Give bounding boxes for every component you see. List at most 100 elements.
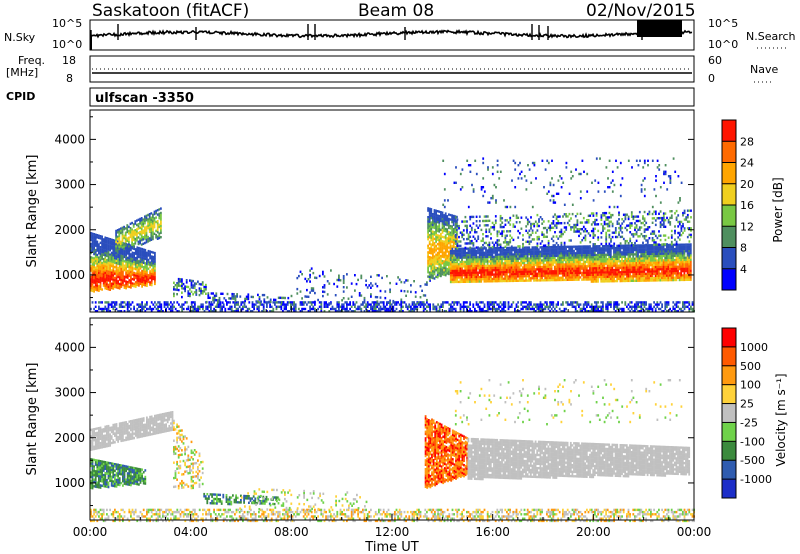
data-cell [400, 280, 403, 284]
data-cell [90, 236, 92, 239]
data-cell [489, 271, 492, 274]
data-cell [515, 266, 518, 269]
data-cell [160, 225, 162, 228]
data-cell [416, 305, 419, 308]
data-cell [428, 225, 431, 228]
data-cell [545, 250, 548, 253]
data-cell [208, 310, 211, 313]
data-cell [654, 250, 657, 253]
data-cell [664, 268, 667, 271]
data-cell [513, 266, 516, 269]
data-cell [118, 263, 121, 266]
data-cell [501, 310, 503, 313]
data-cell [470, 271, 473, 274]
data-cell [366, 286, 369, 289]
data-cell [285, 303, 287, 306]
data-cell [350, 295, 353, 298]
data-cell [536, 279, 539, 282]
data-cell [520, 253, 523, 256]
data-cell [598, 264, 601, 268]
data-cell [654, 277, 657, 280]
data-cell [568, 258, 571, 262]
data-cell [648, 270, 651, 273]
data-cell [593, 264, 596, 268]
data-cell [90, 278, 92, 281]
data-cell [646, 252, 649, 256]
data-cell [236, 295, 238, 298]
data-cell [454, 258, 457, 262]
data-cell [158, 232, 161, 235]
data-cell [179, 278, 182, 281]
data-cell [467, 251, 470, 255]
data-cell [330, 269, 332, 272]
data-cell [579, 247, 582, 250]
data-cell [107, 283, 110, 287]
data-cell [659, 243, 662, 247]
data-cell [114, 283, 116, 286]
data-cell [137, 242, 140, 246]
data-cell [378, 307, 380, 311]
data-cell [438, 247, 441, 251]
data-cell [649, 274, 652, 278]
data-cell [541, 272, 543, 275]
data-cell [582, 276, 585, 279]
data-cell [142, 305, 145, 308]
data-cell [427, 222, 429, 225]
data-cell [536, 274, 539, 278]
data-cell [189, 288, 191, 291]
data-cell [104, 287, 107, 290]
data-cell [648, 305, 651, 308]
data-cell [561, 252, 564, 255]
data-cell [574, 252, 577, 255]
data-cell [258, 307, 260, 311]
data-cell [549, 246, 551, 249]
data-cell [577, 247, 580, 250]
data-cell [429, 303, 431, 306]
data-cell [659, 307, 662, 311]
data-cell [523, 268, 526, 271]
data-cell [109, 271, 111, 274]
data-cell [152, 275, 155, 278]
data-cell [436, 273, 439, 277]
data-cell [625, 257, 628, 261]
data-cell [118, 258, 121, 261]
data-cell [446, 230, 449, 233]
data-cell [539, 310, 542, 313]
data-cell [370, 282, 372, 285]
data-cell [296, 287, 299, 291]
data-cell [224, 307, 227, 311]
data-cell [496, 249, 499, 252]
data-cell [237, 303, 239, 306]
data-cell [451, 278, 454, 281]
data-cell [438, 221, 441, 224]
data-cell [630, 262, 633, 265]
data-cell [131, 266, 134, 270]
data-cell [117, 266, 119, 270]
data-cell [582, 256, 585, 259]
data-cell [523, 266, 526, 269]
data-cell [569, 276, 572, 279]
data-cell [106, 263, 108, 266]
data-cell [529, 261, 532, 265]
data-cell [651, 274, 654, 278]
data-cell [416, 302, 419, 305]
data-cell [645, 279, 647, 282]
data-cell [536, 246, 539, 249]
data-cell [136, 275, 139, 278]
data-cell [485, 247, 487, 250]
data-cell [370, 286, 372, 289]
data-cell [205, 283, 207, 287]
data-cell [685, 301, 687, 304]
data-cell [96, 236, 99, 239]
data-cell [114, 261, 116, 264]
data-cell [562, 301, 564, 304]
data-cell [569, 250, 572, 253]
data-cell [112, 252, 115, 255]
data-cell [638, 261, 641, 265]
data-cell [456, 278, 459, 281]
data-cell [486, 275, 489, 279]
data-cell [107, 259, 110, 262]
data-cell [443, 273, 445, 276]
data-cell [609, 249, 612, 252]
data-cell [101, 264, 103, 267]
